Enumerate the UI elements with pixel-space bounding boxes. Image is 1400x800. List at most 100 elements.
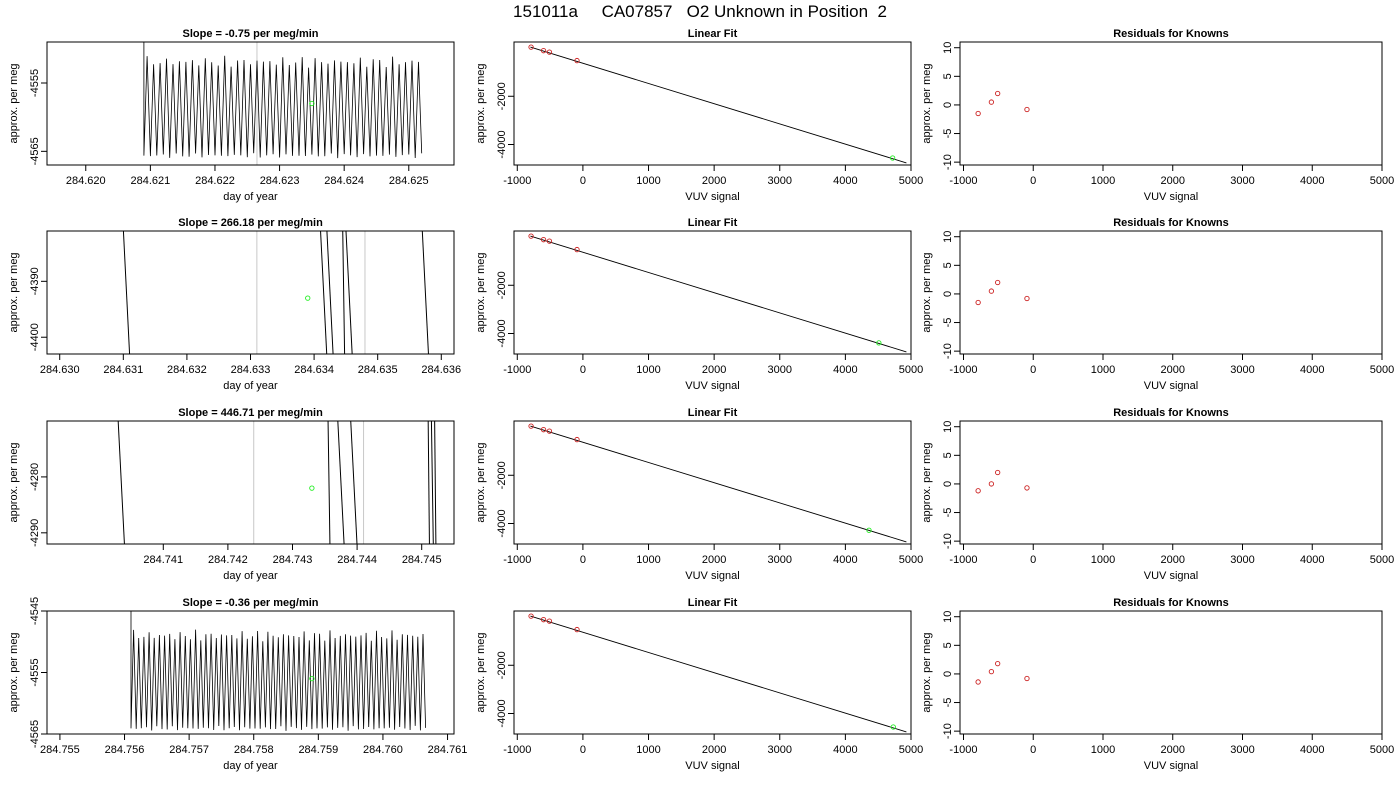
chart-4-x-tick-label-3: 284.632 bbox=[167, 364, 207, 376]
chart-11-known-point-4 bbox=[574, 626, 580, 633]
chart-9-known-point-3 bbox=[995, 469, 1001, 476]
chart-4-x-tick-label-4: 284.633 bbox=[231, 364, 271, 376]
chart-10-x-tick-label-2: 284.756 bbox=[105, 744, 145, 756]
chart-6-x-tick-label-1: -1000 bbox=[949, 364, 977, 376]
chart-7-title: Slope = 446.71 per meg/min bbox=[178, 407, 323, 419]
chart-4-y-axis-label: approx. per meg bbox=[8, 252, 20, 332]
chart-9-known-point-4 bbox=[1024, 485, 1030, 491]
chart-11-frame bbox=[513, 610, 912, 735]
chart-12-x-tick-label-5: 3000 bbox=[1230, 744, 1254, 756]
chart-3-x-tick-label-4: 2000 bbox=[1161, 175, 1185, 187]
chart-8-y-tick-label-2: -4000 bbox=[496, 509, 508, 537]
chart-4-y-tick-label-1: -4390 bbox=[29, 267, 41, 295]
chart-1-x-tick-label-2: 284.621 bbox=[130, 175, 170, 187]
chart-2-data bbox=[528, 44, 907, 164]
chart-9-title: Residuals for Knowns bbox=[1113, 407, 1229, 419]
chart-2-known-point-2 bbox=[540, 48, 547, 54]
chart-10: 284.755 284.756 284.757 284.758 284.759 284.7… bbox=[8, 597, 467, 772]
chart-5-x-tick-label-6: 4000 bbox=[833, 364, 857, 376]
chart-3-known-point-2 bbox=[988, 99, 995, 105]
figure-title: 151011a CA07857 O2 Unknown in Position 2 bbox=[513, 2, 887, 21]
chart-8-x-tick-label-5: 3000 bbox=[768, 554, 792, 566]
chart-3-data bbox=[975, 90, 1030, 117]
chart-1-data bbox=[143, 42, 423, 165]
chart-11-y-tick-label-1: -2000 bbox=[496, 651, 508, 679]
chart-12-x-tick-label-6: 4000 bbox=[1300, 744, 1324, 756]
chart-7-trace-segment-4 bbox=[350, 421, 358, 544]
chart-5: -1000 0 1000 2000 3000 4000 5000 -2000 -4000 Line… bbox=[475, 217, 923, 392]
chart-10-trace-line bbox=[130, 611, 426, 731]
chart-8-known-point-4 bbox=[574, 436, 580, 443]
chart-11-data bbox=[528, 613, 907, 733]
chart-5-known-point-2 bbox=[540, 237, 547, 243]
chart-7-data bbox=[117, 421, 437, 544]
chart-5-unknown-point bbox=[876, 340, 882, 346]
chart-8-x-tick-label-3: 1000 bbox=[636, 554, 660, 566]
chart-1-unknown-point bbox=[309, 100, 315, 107]
chart-4-trace-segment-3 bbox=[326, 231, 334, 354]
chart-8-known-point-2 bbox=[540, 427, 547, 433]
chart-3-known-point-4 bbox=[1024, 106, 1030, 113]
chart-4-x-tick-label-2: 284.631 bbox=[103, 364, 143, 376]
chart-3-known-point-1 bbox=[975, 110, 981, 117]
chart-8-x-axis-label: VUV signal bbox=[685, 570, 739, 582]
chart-10-x-tick-label-6: 284.760 bbox=[363, 744, 403, 756]
chart-6-x-tick-label-7: 5000 bbox=[1370, 364, 1394, 376]
chart-9-y-tick-label-5: -10 bbox=[942, 533, 954, 549]
chart-2-title: Linear Fit bbox=[688, 28, 738, 40]
chart-3-y-tick-label-2: 5 bbox=[942, 73, 954, 79]
chart-10-x-axis-label: day of year bbox=[223, 760, 278, 772]
chart-9-x-tick-label-4: 2000 bbox=[1161, 554, 1185, 566]
chart-9-x-tick-label-5: 3000 bbox=[1230, 554, 1254, 566]
chart-6-x-axis-label: VUV signal bbox=[1144, 380, 1198, 392]
chart-8-title: Linear Fit bbox=[688, 407, 738, 419]
chart-5-x-axis-label: VUV signal bbox=[685, 380, 739, 392]
chart-5-known-point-1 bbox=[528, 233, 534, 239]
chart-5-x-tick-label-3: 1000 bbox=[636, 364, 660, 376]
chart-7-x-tick-label-2: 284.742 bbox=[208, 554, 248, 566]
chart-1-y-axis-label: approx. per meg bbox=[8, 63, 20, 143]
chart-5-data bbox=[528, 233, 907, 353]
chart-12-x-tick-label-3: 1000 bbox=[1091, 744, 1115, 756]
chart-5-y-axis-label: approx. per meg bbox=[475, 252, 487, 332]
chart-1-trace-line bbox=[143, 42, 423, 159]
chart-4-y-tick-label-2: -4400 bbox=[29, 323, 41, 351]
chart-11-x-tick-label-7: 5000 bbox=[899, 744, 923, 756]
chart-4-trace-segment-1 bbox=[122, 231, 131, 354]
chart-12-x-axis-label: VUV signal bbox=[1144, 760, 1198, 772]
chart-2-x-tick-label-7: 5000 bbox=[899, 175, 923, 187]
chart-11: -1000 0 1000 2000 3000 4000 5000 -2000 -4000 Line… bbox=[475, 597, 923, 772]
chart-12-y-tick-label-2: 5 bbox=[942, 642, 954, 648]
chart-7-x-tick-label-5: 284.745 bbox=[402, 554, 442, 566]
chart-1-x-tick-label-4: 284.623 bbox=[260, 175, 300, 187]
chart-10-x-tick-label-7: 284.761 bbox=[428, 744, 468, 756]
chart-10-y-tick-label-2: -4555 bbox=[29, 658, 41, 686]
chart-3-x-tick-label-2: 0 bbox=[1030, 175, 1036, 187]
chart-4-trace-segment-6 bbox=[421, 231, 429, 354]
chart-5-frame bbox=[513, 230, 912, 355]
chart-8-x-tick-label-7: 5000 bbox=[899, 554, 923, 566]
chart-7-y-axis-label: approx. per meg bbox=[8, 442, 20, 522]
chart-1-x-tick-label-3: 284.622 bbox=[195, 175, 235, 187]
chart-12-x-tick-label-7: 5000 bbox=[1370, 744, 1394, 756]
chart-11-y-tick-label-2: -4000 bbox=[496, 699, 508, 727]
chart-7-x-tick-label-1: 284.741 bbox=[143, 554, 183, 566]
chart-1-title: Slope = -0.75 per meg/min bbox=[182, 28, 318, 40]
chart-11-known-point-1 bbox=[528, 613, 534, 619]
chart-3-x-tick-label-3: 1000 bbox=[1091, 175, 1115, 187]
chart-9-x-tick-label-6: 4000 bbox=[1300, 554, 1324, 566]
chart-6-x-tick-label-5: 3000 bbox=[1230, 364, 1254, 376]
chart-11-known-point-3 bbox=[546, 618, 553, 624]
chart-7-trace-segment-7 bbox=[434, 421, 437, 544]
chart-8-frame bbox=[513, 420, 912, 545]
chart-1-y-tick-label-1: -4555 bbox=[29, 69, 41, 97]
chart-8-known-point-3 bbox=[546, 428, 553, 434]
chart-7-x-tick-label-3: 284.743 bbox=[273, 554, 313, 566]
chart-3-x-tick-label-1: -1000 bbox=[949, 175, 977, 187]
chart-12-x-tick-label-2: 0 bbox=[1030, 744, 1036, 756]
chart-11-x-tick-label-4: 2000 bbox=[702, 744, 726, 756]
chart-7-x-axis-label: day of year bbox=[223, 570, 278, 582]
chart-2-x-tick-label-3: 1000 bbox=[636, 175, 660, 187]
chart-2-x-tick-label-5: 3000 bbox=[768, 175, 792, 187]
